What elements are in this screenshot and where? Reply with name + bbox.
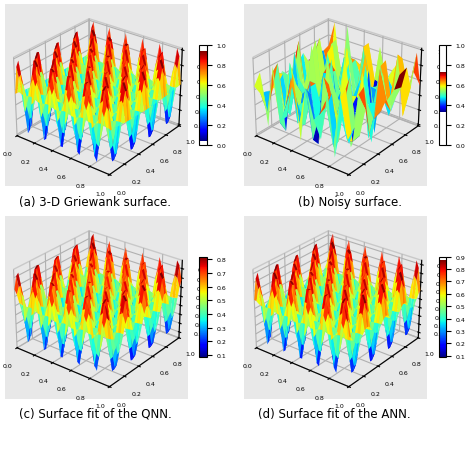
Text: (b) Noisy surface.: (b) Noisy surface. [298, 195, 402, 208]
Text: (a) 3-D Griewank surface.: (a) 3-D Griewank surface. [19, 195, 171, 208]
Text: (d) Surface fit of the ANN.: (d) Surface fit of the ANN. [258, 407, 411, 420]
Text: (c) Surface fit of the QNN.: (c) Surface fit of the QNN. [19, 407, 172, 420]
